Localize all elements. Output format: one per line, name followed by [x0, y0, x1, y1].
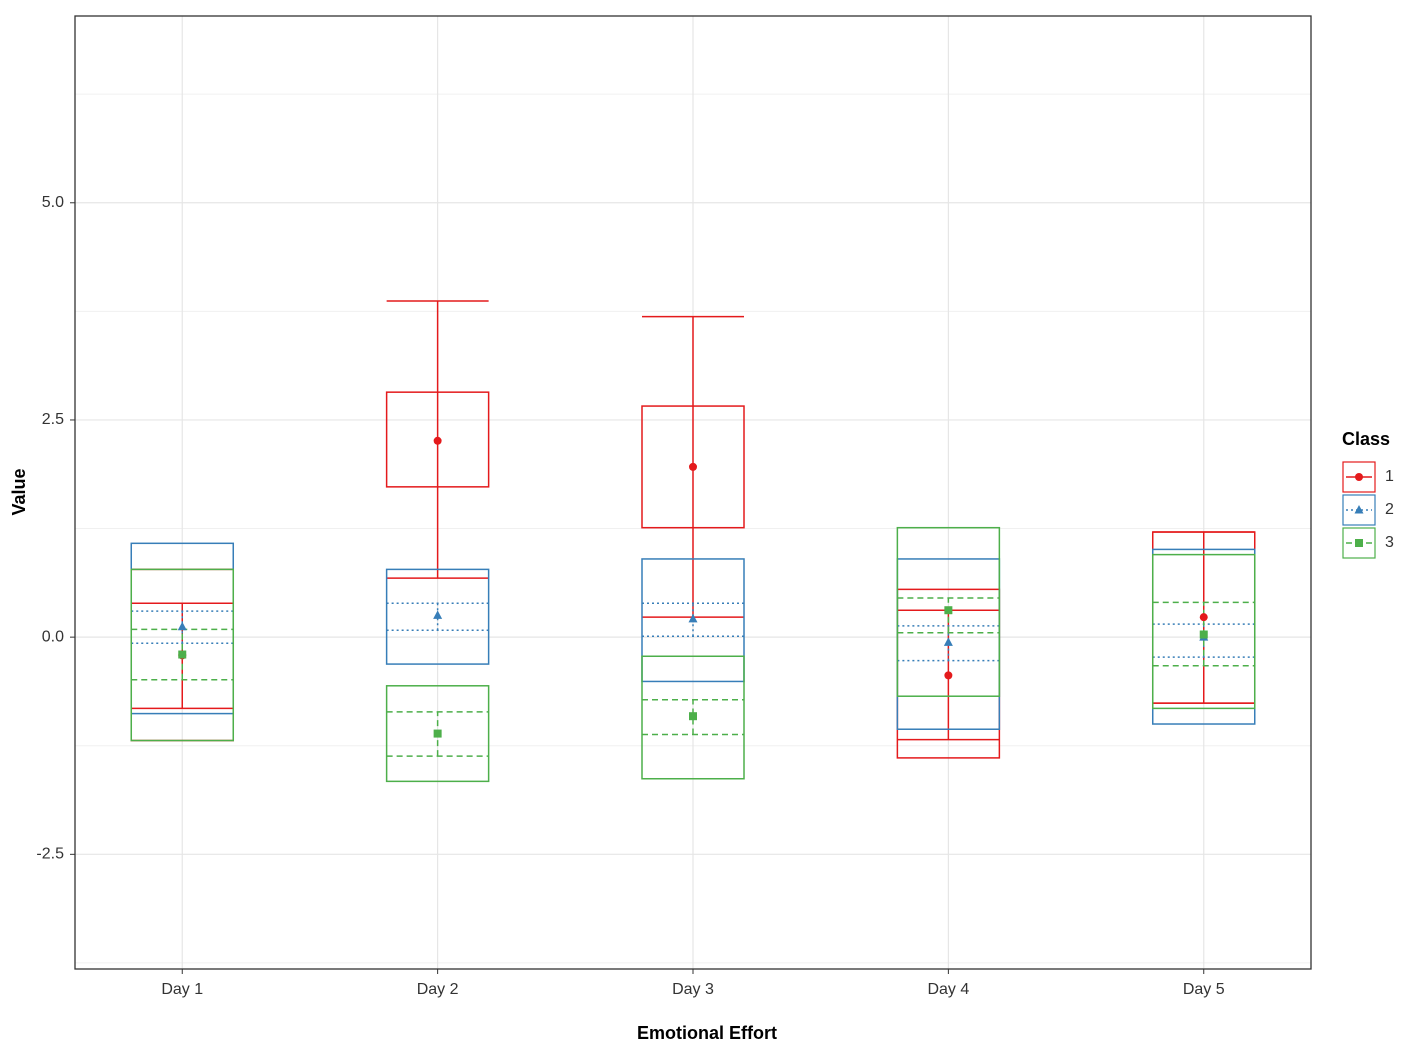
- box: [641, 655, 745, 780]
- box: [385, 568, 490, 665]
- x-tick-label: Day 3: [672, 981, 714, 998]
- mean-point: [433, 436, 442, 445]
- legend-label: 3: [1385, 534, 1394, 551]
- mean-point: [178, 650, 187, 659]
- legend-label: 1: [1385, 468, 1394, 485]
- box: [1151, 553, 1256, 710]
- x-tick-label: Day 5: [1183, 981, 1225, 998]
- legend-marker: [1355, 539, 1363, 547]
- y-tick-label: -2.5: [36, 846, 64, 863]
- x-tick-label: Day 4: [927, 981, 969, 998]
- mean-point: [944, 671, 953, 680]
- mean-point: [689, 462, 697, 471]
- mean-point: [1199, 613, 1208, 622]
- mean-point: [1199, 630, 1208, 639]
- y-tick-label: 2.5: [42, 411, 64, 428]
- box: [641, 558, 745, 683]
- x-tick-label: Day 1: [161, 981, 203, 998]
- mean-point: [943, 637, 953, 646]
- mean-point: [944, 606, 953, 615]
- legend-marker: [1354, 505, 1364, 514]
- y-tick-label: 0.0: [42, 628, 64, 645]
- mean-point: [433, 610, 443, 619]
- box: [130, 568, 235, 742]
- panel-border: [74, 15, 1312, 970]
- box: [385, 685, 490, 783]
- x-axis-label: Emotional Effort: [637, 1023, 777, 1043]
- mean-point: [689, 712, 697, 721]
- legend-marker: [1355, 473, 1363, 481]
- box: [896, 526, 1001, 697]
- legend-label: 2: [1385, 501, 1394, 518]
- x-tick-label: Day 2: [417, 981, 459, 998]
- mean-point: [177, 621, 187, 631]
- mean-point: [688, 613, 698, 623]
- legend-title: Class: [1342, 429, 1390, 449]
- y-axis-label: Value: [9, 468, 29, 515]
- mean-point: [433, 729, 442, 738]
- y-tick-label: 5.0: [42, 194, 64, 211]
